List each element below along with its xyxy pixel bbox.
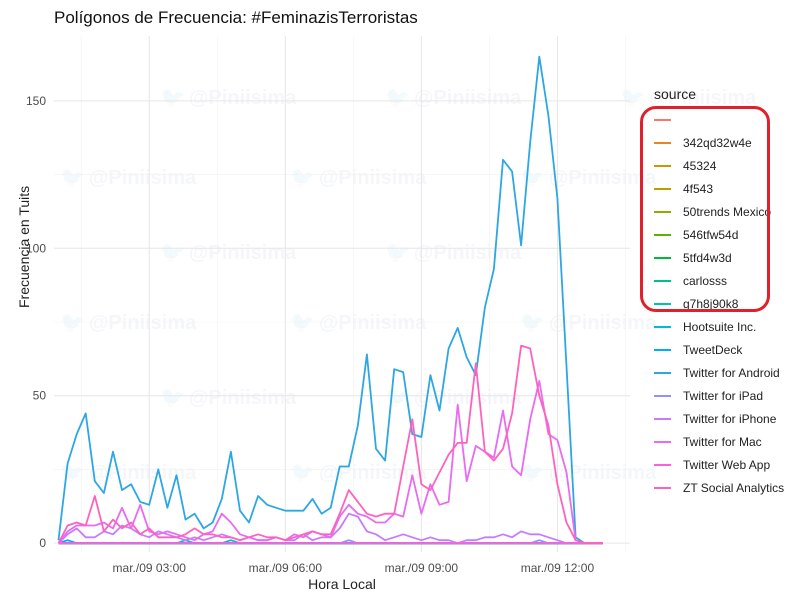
legend-item: Twitter for iPhone xyxy=(648,407,798,430)
y-tick-label: 100 xyxy=(26,241,46,255)
series-line-11 xyxy=(57,55,603,545)
watermark: 🐦 @Piniisima xyxy=(290,312,427,334)
legend-swatch xyxy=(654,141,671,144)
legend-item: Twitter for Android xyxy=(648,361,798,384)
legend-label: Twitter Web App xyxy=(683,457,771,472)
legend-label: ZT Social Analytics xyxy=(683,480,785,495)
series-line-16 xyxy=(57,344,603,545)
legend-item: 50trends Mexico xyxy=(648,200,798,223)
legend-item: 546tfw54d xyxy=(648,223,798,246)
legend-label: Twitter for Mac xyxy=(683,434,762,449)
y-tick-label: 150 xyxy=(26,94,46,108)
legend-label: g7h8j90k8 xyxy=(683,296,739,311)
watermark: 🐦 @Piniisima xyxy=(160,387,297,409)
y-tick-label: 0 xyxy=(39,536,46,550)
y-tick-labels: 0 50 100 150 xyxy=(26,94,46,550)
legend-item: Twitter Web App xyxy=(648,453,798,476)
legend-swatch xyxy=(654,187,671,190)
legend-item: 45324 xyxy=(648,154,798,177)
legend-label: 50trends Mexico xyxy=(683,204,772,219)
legend: source 342qd32w4e 45324 4f543 50trends Mexi… xyxy=(648,86,798,499)
legend-item: TweetDeck xyxy=(648,338,798,361)
legend-items: 342qd32w4e 45324 4f543 50trends Mexico 546tf… xyxy=(648,108,798,499)
legend-highlight-box xyxy=(640,106,770,312)
legend-label: 4f543 xyxy=(683,181,714,196)
legend-item: Twitter for iPad xyxy=(648,384,798,407)
legend-label: Twitter for Android xyxy=(683,365,780,380)
series-line-14 xyxy=(57,380,603,545)
watermark: 🐦 @Piniisima xyxy=(385,387,522,409)
legend-swatch xyxy=(654,256,671,259)
series-lines xyxy=(57,55,603,545)
legend-swatch xyxy=(654,394,671,397)
watermark: 🐦 @Piniisima xyxy=(290,167,427,189)
legend-label: Twitter for iPhone xyxy=(683,411,777,426)
legend-item: ZT Social Analytics xyxy=(648,476,798,499)
legend-item: Hootsuite Inc. xyxy=(648,315,798,338)
watermark: 🐦 @Piniisima xyxy=(160,242,297,264)
legend-label: 45324 xyxy=(683,158,717,173)
legend-label: TweetDeck xyxy=(683,342,743,357)
legend-swatch xyxy=(654,417,671,420)
chart-title: Polígonos de Frecuencia: #FeminazisTerro… xyxy=(54,8,418,27)
watermark: 🐦 @Piniisima xyxy=(620,87,757,109)
watermark: 🐦 @Piniisima xyxy=(385,87,522,109)
legend-label: 546tfw54d xyxy=(683,227,739,242)
series-line-13 xyxy=(57,512,603,545)
x-tick-label: mar./09 09:00 xyxy=(385,561,459,575)
grid-minor xyxy=(54,36,630,552)
x-tick-labels: mar./09 03:00 mar./09 06:00 mar./09 09:00 m… xyxy=(113,561,595,575)
legend-item: g7h8j90k8 xyxy=(648,292,798,315)
watermark: 🐦 @Piniisima xyxy=(160,87,297,109)
legend-swatch xyxy=(654,164,671,167)
legend-item: Twitter for Mac xyxy=(648,430,798,453)
legend-swatch xyxy=(654,325,671,328)
legend-label: carlosss xyxy=(683,273,728,288)
legend-swatch xyxy=(654,233,671,236)
watermark: 🐦 @Piniisima xyxy=(290,462,427,484)
legend-swatch xyxy=(654,486,671,489)
legend-item: 4f543 xyxy=(648,177,798,200)
y-axis-label: Frecuencia en Tuits xyxy=(16,185,32,308)
watermark: 🐦 @Piniisima xyxy=(60,312,197,334)
x-axis-label: Hora Local xyxy=(308,576,376,592)
legend-swatch xyxy=(654,371,671,374)
legend-item xyxy=(648,108,798,131)
legend-swatch xyxy=(654,440,671,443)
legend-item: 5tfd4w3d xyxy=(648,246,798,269)
legend-label: Hootsuite Inc. xyxy=(683,319,757,334)
watermark: 🐦 @Piniisima xyxy=(60,167,197,189)
grid-major xyxy=(54,36,630,552)
legend-label: 5tfd4w3d xyxy=(683,250,732,265)
legend-title: source xyxy=(654,86,697,102)
x-tick-label: mar./09 06:00 xyxy=(249,561,323,575)
legend-swatch xyxy=(654,302,671,305)
legend-swatch xyxy=(654,210,671,213)
watermark: 🐦 @Piniisima xyxy=(385,242,522,264)
legend-swatch xyxy=(654,348,671,351)
legend-item: carlosss xyxy=(648,269,798,292)
legend-swatch xyxy=(654,279,671,282)
y-tick-label: 50 xyxy=(33,389,47,403)
legend-label: Twitter for iPad xyxy=(683,388,764,403)
x-tick-label: mar./09 12:00 xyxy=(521,561,595,575)
legend-swatch xyxy=(654,118,671,121)
x-tick-label: mar./09 03:00 xyxy=(113,561,187,575)
legend-label: 342qd32w4e xyxy=(683,135,752,150)
legend-swatch xyxy=(654,463,671,466)
legend-item: 342qd32w4e xyxy=(648,131,798,154)
watermark: 🐦 @Piniisima xyxy=(520,312,657,334)
